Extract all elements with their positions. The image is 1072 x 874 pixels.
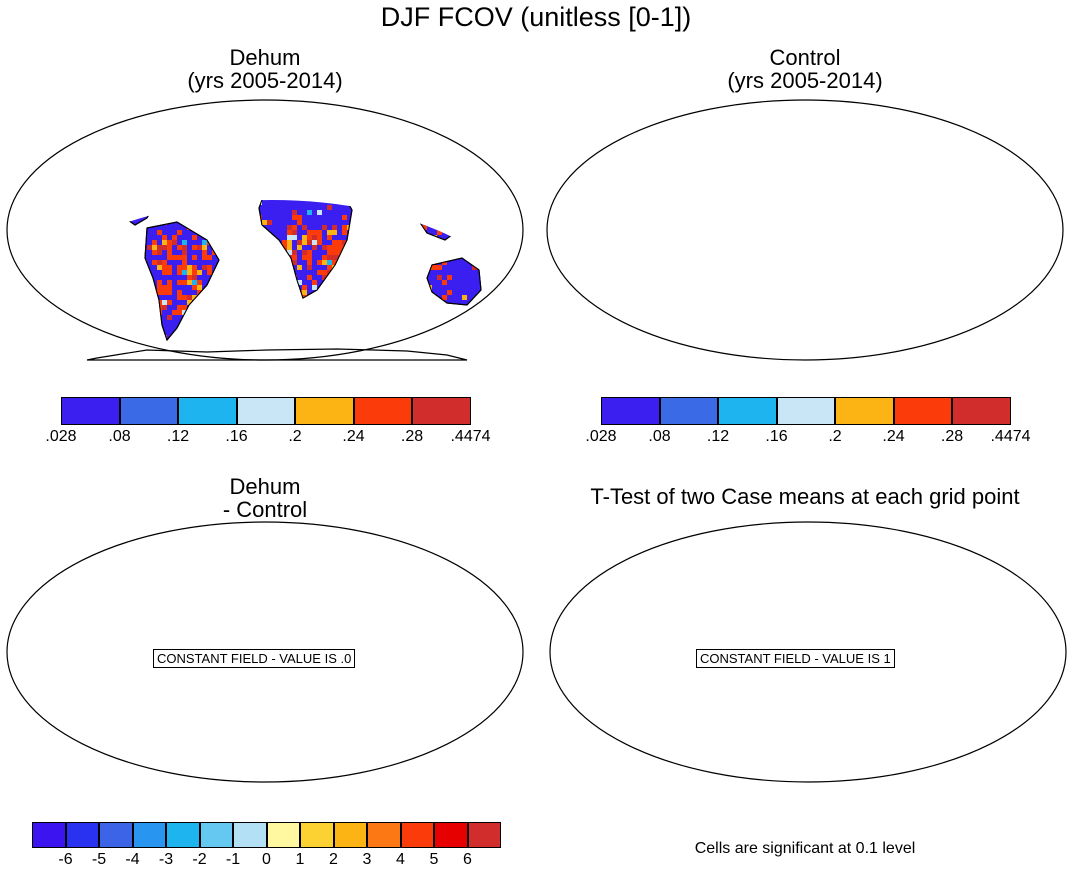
colorbar-tick-label: .2: [288, 428, 302, 445]
map-ttest: [549, 521, 1067, 783]
constant-field-annotation-difference: CONSTANT FIELD - VALUE IS .0: [153, 649, 356, 668]
colorbar-cell: [333, 822, 367, 848]
colorbar-cell: [61, 397, 120, 425]
colorbar-cell: [952, 397, 1011, 425]
colorbar-cell: [601, 397, 660, 425]
colorbar-cell: [233, 822, 267, 848]
colorbar-cell: [236, 397, 295, 425]
colorbar-cell: [295, 397, 354, 425]
colorbar-tick-label: .12: [706, 428, 730, 445]
colorbar-cell: [132, 822, 166, 848]
colorbar-tick-label: .16: [225, 428, 248, 445]
colorbar-cell: [400, 822, 434, 848]
colorbar-tick-label: 1: [295, 851, 305, 868]
map-frame: [546, 99, 1064, 361]
colorbar-tick-label: -6: [58, 851, 73, 868]
colorbar-cell: [65, 822, 99, 848]
colorbar-tick-label: .028: [45, 428, 77, 445]
colorbar-tick-label: .08: [648, 428, 671, 445]
panel-title-line2: (yrs 2005-2014): [187, 68, 343, 93]
colorbar-cell: [353, 397, 412, 425]
map-frame: [6, 521, 524, 783]
colorbar-tick-label: .28: [400, 428, 424, 445]
colorbar-cell: [434, 822, 468, 848]
panel-title-difference: Dehum - Control: [130, 475, 400, 521]
colorbar-tick-label: 4: [396, 851, 405, 868]
map-difference: [6, 521, 524, 783]
significance-footnote: Cells are significant at 0.1 level: [694, 840, 916, 857]
map-frame: [6, 99, 524, 361]
colorbar-cell: [659, 397, 718, 425]
colorbar-cell: [835, 397, 894, 425]
colorbar-cell: [467, 822, 501, 848]
colorbar-cell: [99, 822, 133, 848]
colorbar-cell: [119, 397, 178, 425]
figure-title: DJF FCOV (unitless [0-1]): [380, 2, 692, 32]
panel-title-dehum: Dehum (yrs 2005-2014): [130, 46, 400, 92]
colorbar-tick-label: 3: [362, 851, 372, 868]
colorbar-cell: [718, 397, 777, 425]
map-dehum: [6, 99, 524, 361]
colorbar-cell: [32, 822, 66, 848]
colorbar-tick-label: .4474: [450, 428, 491, 445]
colorbar-control: .028 .08 .12 .16 .2 .24 .28 .4474: [585, 397, 1031, 451]
colorbar-tick-label: .08: [108, 428, 131, 445]
colorbar-tick-label: -5: [91, 851, 107, 868]
colorbar-tick-label: .16: [765, 428, 788, 445]
panel-title-line1: Dehum: [229, 45, 301, 70]
colorbar-tick-label: -3: [158, 851, 174, 868]
colorbar-cell: [300, 822, 334, 848]
colorbar-dehum: .028 .08 .12 .16 .2 .24 .28 .4474: [45, 397, 491, 451]
colorbar-tick-label: 6: [463, 851, 472, 868]
colorbar-cell: [166, 822, 200, 848]
colorbar-cell: [178, 397, 237, 425]
colorbar-tick-label: -4: [125, 851, 140, 868]
colorbar-cell: [776, 397, 835, 425]
panel-title-ttest: T-Test of two Case means at each grid po…: [590, 484, 1020, 509]
panel-title-control: Control (yrs 2005-2014): [670, 46, 940, 92]
colorbar-tick-label: 5: [429, 851, 439, 868]
colorbar-tick-label: .24: [342, 428, 365, 445]
colorbar-tick-label: 0: [262, 851, 271, 868]
colorbar-difference: -6 -5 -4 -3 -2 -1 0 1 2 3 4 5 6: [32, 822, 501, 874]
colorbar-cell: [367, 822, 401, 848]
map-frame: [549, 521, 1067, 783]
colorbar-cell: [412, 397, 471, 425]
colorbar-tick-label: .12: [166, 428, 190, 445]
colorbar-tick-label: -1: [225, 851, 241, 868]
colorbar-cell: [893, 397, 952, 425]
panel-title-line1: Dehum: [229, 474, 301, 499]
colorbar-tick-label: .28: [940, 428, 964, 445]
colorbar-tick-label: .028: [585, 428, 617, 445]
colorbar-cell: [266, 822, 300, 848]
colorbar-tick-label: .4474: [990, 428, 1031, 445]
colorbar-tick-label: .2: [828, 428, 842, 445]
colorbar-tick-label: .24: [882, 428, 905, 445]
colorbar-cell: [199, 822, 233, 848]
colorbar-tick-label: 2: [329, 851, 338, 868]
panel-title-line2: (yrs 2005-2014): [727, 68, 883, 93]
colorbar-tick-label: -2: [192, 851, 207, 868]
map-control: [546, 99, 1064, 361]
panel-title-line2: - Control: [222, 497, 308, 522]
panel-title-line1: Control: [769, 45, 841, 70]
constant-field-annotation-ttest: CONSTANT FIELD - VALUE IS 1: [696, 649, 895, 668]
